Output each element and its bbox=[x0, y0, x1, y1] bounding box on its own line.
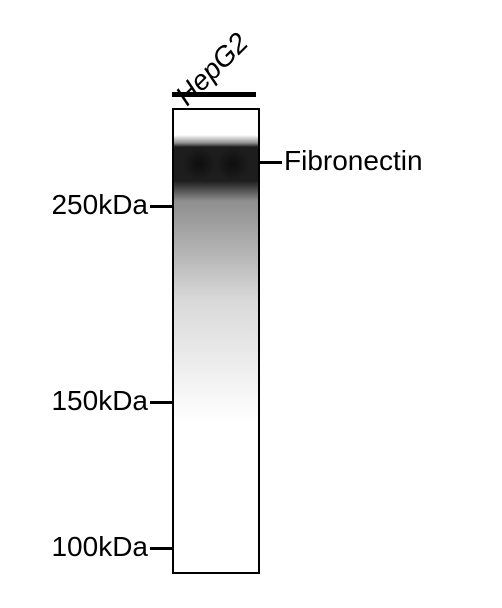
mw-tick bbox=[150, 401, 172, 404]
band-tick bbox=[260, 161, 282, 164]
mw-tick bbox=[150, 547, 172, 550]
protein-band bbox=[174, 110, 258, 572]
blot-canvas: HepG2 250kDa 150kDa 100kDa Fibronectin bbox=[0, 0, 502, 608]
sample-lane-bar bbox=[172, 92, 256, 97]
sample-label: HepG2 bbox=[169, 27, 254, 112]
blot-lane bbox=[172, 108, 260, 574]
band-label: Fibronectin bbox=[284, 145, 423, 177]
mw-label: 100kDa bbox=[51, 531, 148, 563]
mw-label: 250kDa bbox=[51, 189, 148, 221]
mw-label: 150kDa bbox=[51, 385, 148, 417]
mw-tick bbox=[150, 205, 172, 208]
